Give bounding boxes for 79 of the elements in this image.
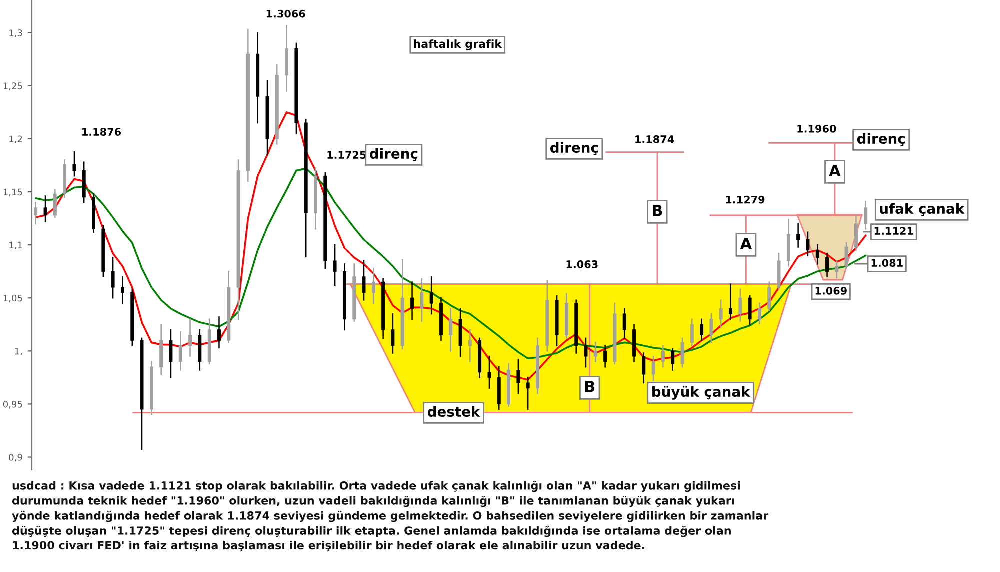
candlestick: [758, 302, 762, 324]
candlestick: [120, 276, 124, 304]
candlestick: [44, 196, 48, 222]
candlestick: [622, 308, 626, 340]
candlestick: [671, 348, 675, 371]
y-tick-label: 1,1: [10, 242, 22, 250]
annotation: 1.1876: [82, 128, 122, 136]
candlestick: [333, 244, 337, 286]
annotation: 1.3066: [266, 10, 306, 18]
text: 1.081: [872, 259, 903, 268]
annotation: 1.1725: [328, 151, 366, 160]
ref-line-label: destek: [428, 406, 480, 418]
candlestick: [806, 232, 810, 256]
y-tick-label: 0,9: [9, 454, 22, 462]
candlestick: [700, 318, 704, 342]
annotation: A: [829, 165, 841, 176]
candlestick: [748, 295, 752, 326]
candlestick: [854, 214, 858, 252]
candlestick: [816, 244, 820, 265]
candlestick: [111, 257, 115, 299]
candlestick: [680, 338, 684, 368]
candlestick: [864, 200, 868, 230]
candlestick: [729, 284, 732, 320]
ref-line-label: 1.063: [566, 260, 598, 268]
candlestick: [768, 282, 772, 312]
candlestick: [835, 260, 839, 279]
candlestick: [690, 318, 694, 346]
y-tick-label: 1,3: [10, 30, 22, 38]
annotation: direnç: [370, 148, 418, 162]
candlestick: [391, 313, 395, 354]
candlestick: [169, 329, 173, 378]
candlestick: [526, 377, 530, 410]
ref-line-label: 1.1279: [726, 196, 765, 204]
candlestick: [34, 202, 38, 224]
annotation: direnç: [857, 133, 905, 147]
candlestick: [642, 352, 646, 384]
candlestick: [584, 338, 588, 368]
text: ufak çanak: [880, 203, 965, 217]
y-tick-label: 1,2: [10, 136, 22, 144]
y-tick-label: 1,25: [4, 82, 22, 90]
candlestick: [710, 313, 714, 344]
annotation: direnç: [550, 142, 598, 156]
candlestick: [178, 331, 182, 371]
ref-line-label: 1.1960: [798, 124, 836, 133]
candlestick: [488, 356, 492, 389]
annotation: B: [652, 205, 662, 216]
candlestick: [826, 252, 830, 278]
candlestick: [652, 356, 656, 382]
candlestick: [430, 276, 434, 315]
candlestick: [362, 260, 366, 301]
candlestick: [661, 345, 665, 368]
annotation: A: [740, 238, 752, 250]
text: usdcad : Kısa vadede 1.1121 stop olarak bakılabilir. Orta vadede ufak çanak kalınlığı olan "A" kadar yukarı gidilmesi durumunda teknik hedef "1.1960" olurken, uzun vadeli bakıldığında kalınlığı "B" ile tanımlanan büyük çanak yukarı yönde katlandığında hedef olarak 1.1874 seviyesi gündeme gelmektedir. O bahsedilen seviyelere gidilirken bir zamanlar düşüşte oluşan "1.1725" tepesi direnç oluşturabilir ilk etapta. Genel anlamda bakıldığında ise ortalama değer olan 1.1900 civarı FED' in faiz artışına başlaması ile erişilebilir bir hedef olarak ele alınabilir uzun vadede.: [12, 481, 769, 552]
candlestick: [604, 345, 608, 368]
y-tick-label: 1,05: [4, 294, 22, 303]
candlestick: [218, 316, 221, 349]
candlestick: [410, 282, 414, 320]
candlestick: [738, 289, 742, 322]
annotation: 1.069: [816, 287, 847, 295]
y-tick-label: 1,15: [4, 188, 22, 197]
candlestick: [420, 278, 424, 322]
text: 1.1121: [874, 227, 914, 235]
candlestick: [468, 329, 472, 362]
y-tick-label: 1,: [15, 348, 22, 356]
annotation: B: [585, 381, 595, 392]
candlestick: [53, 189, 57, 218]
candlestick: [372, 268, 376, 304]
text: haftalık grafik: [414, 40, 502, 50]
band-label: büyük çanak: [652, 386, 751, 400]
candlestick: [594, 342, 598, 362]
ref-line-label: 1.1874: [636, 136, 674, 144]
candlestick: [719, 300, 723, 328]
y-tick-label: 0,95: [3, 400, 22, 409]
candlestick: [72, 152, 76, 177]
candlestick: [516, 359, 520, 394]
candlestick: [844, 242, 848, 270]
candlestick: [449, 308, 453, 352]
candlestick: [796, 223, 800, 248]
candlestick: [188, 318, 192, 358]
